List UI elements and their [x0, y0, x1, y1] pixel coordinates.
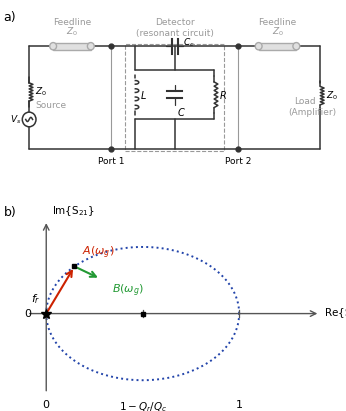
Text: $\mathrm{Im\{S_{21}\}}$: $\mathrm{Im\{S_{21}\}}$ — [52, 204, 95, 217]
Text: 0: 0 — [24, 309, 31, 319]
Text: $\mathrm{Re\{S_{21}\}}$: $\mathrm{Re\{S_{21}\}}$ — [324, 307, 346, 321]
Circle shape — [88, 43, 94, 50]
Text: Load: Load — [295, 97, 316, 106]
Text: a): a) — [3, 12, 16, 24]
Text: $f_r$: $f_r$ — [31, 293, 40, 306]
Text: Detector: Detector — [155, 18, 194, 27]
Text: Source: Source — [35, 102, 66, 111]
Text: Port 2: Port 2 — [225, 157, 251, 166]
Text: $R$: $R$ — [219, 89, 227, 101]
Circle shape — [22, 112, 36, 127]
Text: $C_c$: $C_c$ — [183, 36, 195, 49]
Text: (Amplifier): (Amplifier) — [288, 108, 336, 117]
Text: Feedline: Feedline — [53, 18, 91, 27]
Circle shape — [50, 43, 56, 50]
Text: $Z_0$: $Z_0$ — [66, 25, 78, 38]
Circle shape — [293, 43, 300, 50]
Bar — [53, 43, 91, 50]
Text: 1: 1 — [236, 400, 243, 410]
Text: $Z_0$: $Z_0$ — [35, 86, 47, 98]
Text: (resonant circuit): (resonant circuit) — [136, 29, 214, 38]
Text: $L$: $L$ — [140, 89, 147, 101]
Circle shape — [255, 43, 262, 50]
Text: Port 1: Port 1 — [98, 157, 125, 166]
Text: b): b) — [3, 206, 16, 219]
Text: $A(\omega_g)$: $A(\omega_g)$ — [82, 245, 115, 261]
Text: $V_s$: $V_s$ — [10, 113, 21, 126]
Text: $B(\omega_g)$: $B(\omega_g)$ — [112, 283, 144, 299]
Text: $C$: $C$ — [177, 106, 186, 118]
Text: $Z_0$: $Z_0$ — [327, 90, 338, 102]
Bar — [259, 43, 296, 50]
Text: $Z_0$: $Z_0$ — [272, 25, 283, 38]
Text: Feedline: Feedline — [258, 18, 297, 27]
Text: 0: 0 — [43, 400, 50, 410]
Text: $1-Q_r/Q_c$: $1-Q_r/Q_c$ — [119, 400, 167, 411]
Bar — [125, 44, 225, 150]
